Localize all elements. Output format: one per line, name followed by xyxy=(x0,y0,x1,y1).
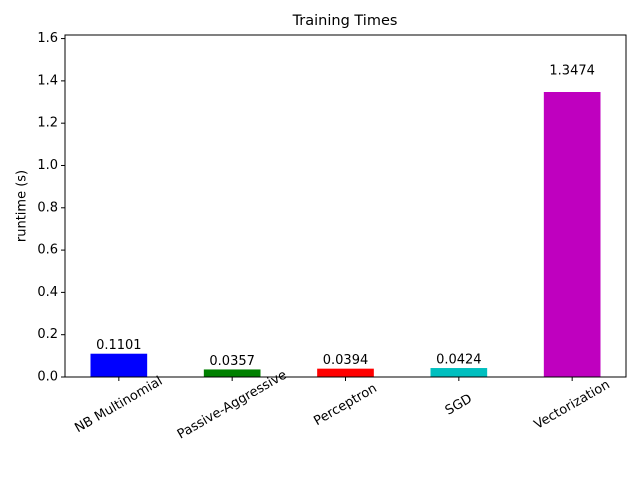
bar xyxy=(543,92,601,377)
value-label: 0.0357 xyxy=(209,354,255,369)
bar xyxy=(203,369,261,377)
y-axis-label: runtime (s) xyxy=(15,170,30,242)
bar xyxy=(90,353,148,377)
y-tick-label: 1.0 xyxy=(37,158,58,173)
value-label: 0.0424 xyxy=(436,353,482,368)
y-tick-label: 0.4 xyxy=(37,285,58,300)
chart-title: Training Times xyxy=(292,13,398,29)
y-tick-label: 1.4 xyxy=(37,73,58,88)
bar xyxy=(317,368,374,377)
y-tick-label: 1.6 xyxy=(37,31,58,46)
plot-frame xyxy=(64,34,627,378)
y-tick-label: 0.6 xyxy=(37,243,58,258)
y-tick-label: 0.0 xyxy=(37,370,58,385)
y-tick-label: 0.2 xyxy=(37,327,58,342)
y-tick-label: 1.2 xyxy=(37,116,58,131)
value-label: 1.3474 xyxy=(549,64,595,79)
value-label: 0.0394 xyxy=(323,353,369,368)
value-label: 0.1101 xyxy=(96,338,142,353)
y-tick-label: 0.8 xyxy=(37,200,58,215)
bar xyxy=(430,368,488,377)
